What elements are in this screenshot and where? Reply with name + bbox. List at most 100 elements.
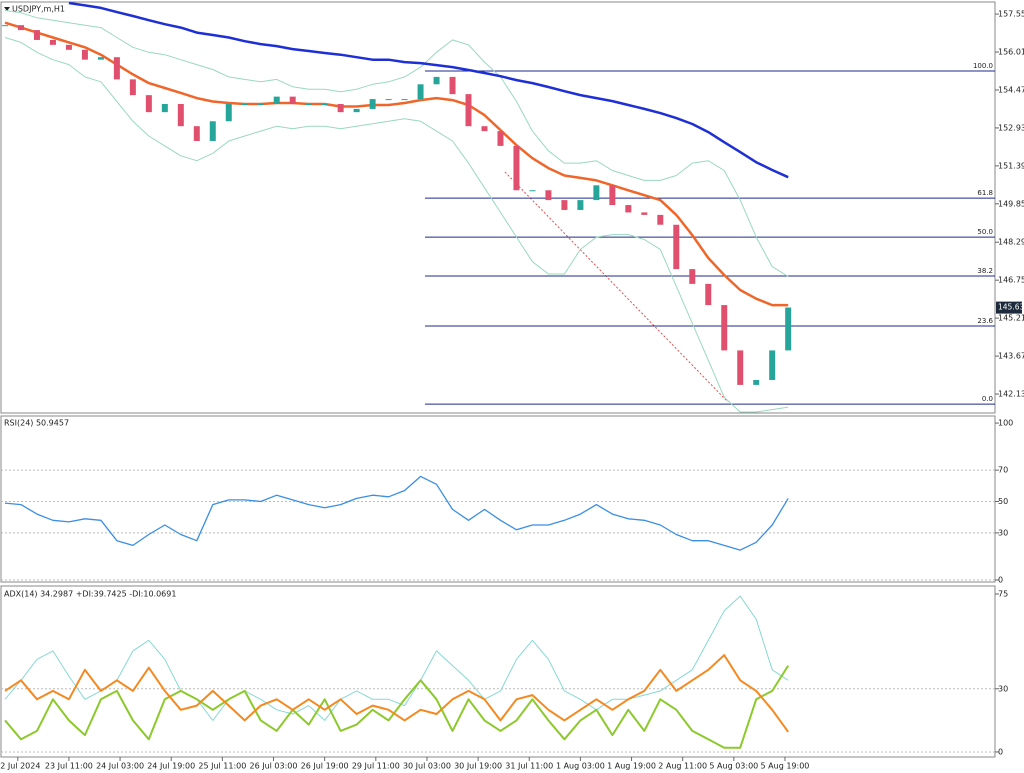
y-tick-label: 30 — [998, 528, 1008, 537]
candle — [577, 200, 584, 210]
candle — [241, 104, 248, 106]
x-tick-label: 1 Aug 19:00 — [607, 762, 656, 771]
candle — [497, 131, 504, 146]
y-tick-label: 145.210 — [998, 314, 1024, 323]
y-tick-label: 154.470 — [998, 85, 1024, 94]
series-line — [68, 2, 789, 179]
rsi-panel — [0, 415, 996, 583]
candle — [225, 104, 232, 122]
candle — [257, 104, 264, 106]
candle — [113, 57, 120, 80]
candle — [289, 96, 296, 105]
candle — [401, 99, 408, 101]
candle — [625, 205, 632, 213]
x-tick-label: 30 Jul 19:00 — [454, 762, 502, 771]
candle — [753, 379, 760, 385]
candle — [1, 25, 8, 27]
candle — [721, 305, 728, 351]
x-tick-label: 26 Jul 19:00 — [301, 762, 349, 771]
y-tick-label: 143.670 — [998, 352, 1024, 361]
series-line — [4, 654, 790, 733]
candle — [81, 49, 88, 60]
candle — [417, 84, 424, 100]
candle — [641, 212, 648, 215]
y-tick-label: 30 — [998, 684, 1008, 693]
candle — [353, 108, 360, 113]
fib-anchor-line — [504, 171, 729, 403]
fib-label: 23.6 — [977, 317, 993, 325]
x-tick-label: 29 Jul 11:00 — [352, 762, 400, 771]
panel-plot — [1, 469, 995, 581]
candle — [161, 104, 168, 113]
rsi-title: RSI(24) 50.9457 — [4, 419, 69, 428]
candle — [369, 99, 376, 109]
candle — [97, 57, 104, 60]
fib-label: 50.0 — [977, 228, 993, 236]
candle — [177, 104, 184, 127]
x-tick-label: 25 Jul 11:00 — [198, 762, 246, 771]
candle — [609, 185, 616, 206]
candle — [129, 79, 136, 96]
y-tick-label: 156.010 — [998, 48, 1024, 57]
last-price-box — [996, 301, 1022, 314]
candle — [193, 126, 200, 141]
menu-icon — [4, 7, 10, 11]
candle — [465, 94, 472, 127]
candle — [273, 96, 280, 105]
fib-label: 61.8 — [977, 189, 993, 197]
y-tick-label: 100 — [998, 419, 1013, 428]
x-tick-label: 2 Aug 11:00 — [658, 762, 707, 771]
candle — [705, 283, 712, 306]
candle — [209, 121, 216, 141]
x-tick-label: 5 Aug 19:00 — [761, 762, 810, 771]
y-tick-label: 0 — [998, 747, 1003, 756]
symbol-title: USDJPY,m,H1 — [12, 5, 65, 14]
x-tick-label: 24 Jul 19:00 — [147, 762, 195, 771]
candle — [769, 350, 776, 380]
x-tick-label: 23 Jul 11:00 — [45, 762, 93, 771]
candle — [529, 190, 536, 192]
series-line — [4, 21, 789, 307]
candle — [337, 104, 344, 113]
candle — [449, 76, 456, 95]
fib-label: 100.0 — [973, 62, 993, 70]
x-tick-label: 26 Jul 03:00 — [250, 762, 298, 771]
price-panel — [0, 1, 996, 414]
candle — [593, 185, 600, 201]
candle — [49, 39, 56, 45]
x-tick-label: 30 Jul 03:00 — [403, 762, 451, 771]
series-line — [4, 595, 789, 721]
x-tick-label: 5 Aug 03:00 — [709, 762, 758, 771]
series-line — [4, 475, 789, 551]
series-line — [4, 9, 789, 277]
panel-plot — [1, 2, 995, 413]
x-tick-label: 22 Jul 2024 — [0, 762, 40, 771]
x-tick-label: 1 Aug 03:00 — [556, 762, 605, 771]
adx-title: ADX(14) 34.2987 +DI:39.7425 -DI:10.0691 — [4, 590, 176, 599]
y-tick-label: 152.930 — [998, 123, 1024, 132]
candle — [305, 104, 312, 106]
fib-label: 0.0 — [982, 395, 993, 403]
y-tick-label: 142.130 — [998, 390, 1024, 399]
y-tick-label: 70 — [998, 466, 1008, 475]
y-tick-label: 0 — [998, 575, 1003, 584]
candle — [433, 76, 440, 85]
candle — [145, 95, 152, 113]
x-tick-label: 31 Jul 11:00 — [505, 762, 553, 771]
y-tick-label: 50 — [998, 497, 1008, 506]
candle — [657, 214, 664, 225]
candle — [545, 190, 552, 201]
fib-label: 38.2 — [977, 267, 993, 275]
y-tick-label: 151.390 — [998, 161, 1024, 170]
candle — [17, 25, 24, 31]
adx-panel — [0, 585, 996, 758]
candle — [673, 224, 680, 270]
y-tick-label: 149.850 — [998, 199, 1024, 208]
y-tick-label: 148.290 — [998, 238, 1024, 247]
last-price-label: 145.637 — [998, 303, 1024, 312]
y-tick-label: 146.750 — [998, 276, 1024, 285]
panel-plot — [1, 595, 995, 753]
candle — [33, 30, 40, 40]
y-tick-label: 157.550 — [998, 10, 1024, 19]
